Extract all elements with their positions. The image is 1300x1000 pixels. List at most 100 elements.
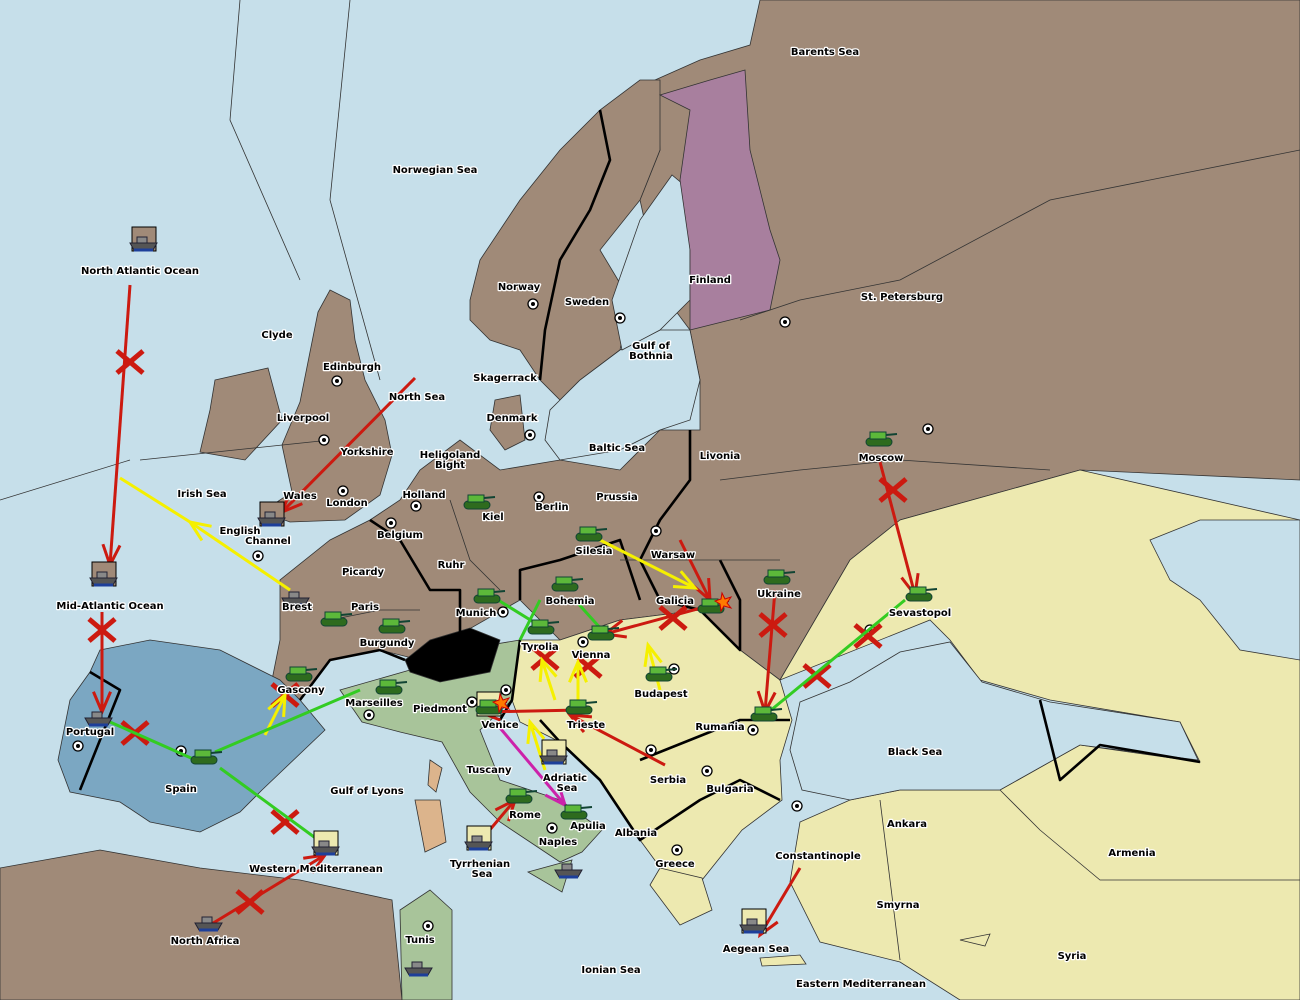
support-line: [518, 599, 542, 641]
province-border: [0, 459, 131, 501]
army-unit[interactable]: [320, 611, 353, 627]
supply-center-dot: [546, 822, 558, 834]
tank-icon: [320, 611, 353, 627]
failed-order-cross: [270, 809, 300, 835]
tank-icon: [575, 526, 608, 542]
fleet-unit[interactable]: [84, 711, 113, 727]
army-unit[interactable]: [378, 618, 411, 634]
black-sea: [789, 641, 1199, 801]
army-unit[interactable]: [463, 494, 496, 510]
denmark: [489, 394, 526, 451]
army-unit[interactable]: [565, 699, 598, 715]
territory-label: Aegean Sea: [723, 944, 790, 955]
territory-label: Sweden: [565, 297, 609, 308]
fleet-unit[interactable]: [739, 908, 768, 934]
army-unit[interactable]: [190, 749, 223, 765]
supply-center-dot: [922, 423, 934, 435]
army-unit[interactable]: [551, 576, 584, 592]
ship-icon: [84, 711, 113, 727]
territory-label: Gulf of: [632, 341, 670, 352]
fleet-unit[interactable]: [311, 830, 340, 856]
supply-center-dot: [791, 800, 803, 812]
army-unit[interactable]: [865, 431, 898, 447]
fleet-unit[interactable]: [257, 501, 286, 527]
territory-label: Spain: [165, 784, 197, 795]
territory-label: Belgium: [377, 530, 423, 541]
territory-label: North Sea: [389, 392, 445, 403]
support-line: [219, 766, 326, 847]
failed-order-cross: [758, 612, 788, 638]
army-unit[interactable]: [375, 679, 408, 695]
fleet-unit[interactable]: [89, 561, 118, 587]
territory-label: Bight: [435, 460, 465, 471]
tank-icon: [750, 706, 783, 722]
supply-center-dot: [701, 765, 713, 777]
fleet-unit[interactable]: [554, 863, 583, 879]
failed-order-cross: [878, 477, 908, 503]
army-unit[interactable]: [575, 526, 608, 542]
province-border: [229, 0, 301, 281]
territory-label: Brest: [282, 602, 312, 613]
fleet-unit[interactable]: [464, 825, 493, 851]
fleet-unit[interactable]: [404, 961, 433, 977]
territory-label: Tyrolia: [521, 642, 559, 653]
supply-center-dot: [650, 525, 662, 537]
army-unit[interactable]: [763, 569, 796, 585]
move-arrow: [568, 658, 588, 700]
territory-label: Budapest: [634, 689, 688, 700]
fleet-unit[interactable]: [539, 739, 568, 765]
army-unit[interactable]: [527, 619, 560, 635]
army-unit[interactable]: [560, 804, 593, 820]
fleet-unit[interactable]: [194, 916, 223, 932]
army-unit[interactable]: [505, 788, 538, 804]
supply-center-dot: [671, 844, 683, 856]
supply-center-dot: [779, 316, 791, 328]
army-unit[interactable]: [645, 666, 678, 682]
supply-center-dot: [577, 636, 589, 648]
supply-center-dot: [645, 744, 657, 756]
army-unit[interactable]: [697, 591, 733, 614]
territory-label: St. Petersburg: [861, 292, 943, 303]
fleet-unit[interactable]: [129, 226, 158, 252]
army-unit[interactable]: [750, 706, 783, 722]
territory-label: English: [219, 526, 260, 537]
territory-label: Tuscany: [466, 765, 512, 776]
army-unit[interactable]: [587, 625, 620, 641]
supply-center-dot: [331, 375, 343, 387]
ship-icon: [311, 840, 340, 856]
italy: [339, 639, 603, 863]
army-unit[interactable]: [475, 691, 511, 717]
support-line: [214, 688, 361, 754]
country-border: [78, 670, 122, 791]
territory-label: Gulf of Lyons: [330, 786, 403, 797]
ship-icon: [129, 236, 158, 252]
territory-label: Warsaw: [651, 550, 695, 561]
ship-icon: [404, 961, 433, 977]
army-unit[interactable]: [905, 586, 938, 602]
tank-icon: [763, 569, 796, 585]
cyprus: [959, 933, 991, 947]
units-layer[interactable]: [84, 226, 938, 977]
fleet-unit[interactable]: [281, 591, 310, 607]
tank-icon: [865, 431, 898, 447]
tank-icon: [645, 666, 678, 682]
province-border: [719, 459, 1051, 481]
territory-label: Edinburgh: [323, 362, 381, 373]
territory-label: Bohemia: [546, 596, 595, 607]
province-border: [739, 149, 1300, 321]
territory-label: Berlin: [535, 502, 568, 513]
corsica: [427, 759, 443, 793]
army-unit[interactable]: [473, 588, 506, 604]
territory-label: Liverpool: [277, 413, 329, 424]
ship-icon: [194, 916, 223, 932]
great-britain: [261, 289, 393, 523]
territory-label: Adriatic: [543, 773, 587, 784]
tank-icon: [375, 679, 408, 695]
territory-label: Greece: [655, 859, 695, 870]
move-arrow: [599, 538, 699, 590]
territory-label: Denmark: [487, 413, 538, 424]
country-border: [538, 109, 612, 381]
army-unit[interactable]: [285, 666, 318, 682]
